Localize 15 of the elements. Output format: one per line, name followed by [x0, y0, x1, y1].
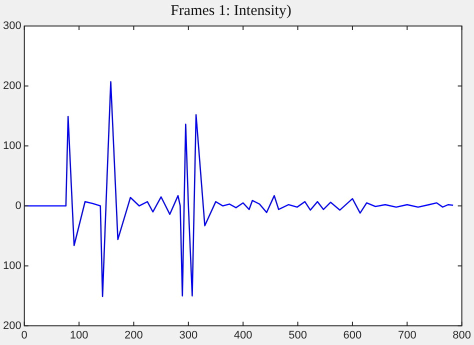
x-tick-label: 800	[452, 329, 472, 342]
y-tick-label: 0	[15, 200, 22, 212]
chart-title: Frames 1: Intensity)	[170, 2, 292, 19]
x-tick-label: 700	[398, 329, 416, 342]
x-tick-label: 600	[343, 329, 362, 342]
y-tick-label: 300	[2, 20, 22, 32]
x-tick-label: 400	[234, 329, 252, 342]
y-tick-label: 100	[2, 260, 22, 272]
y-tick-label: 200	[2, 320, 22, 332]
x-tick-label: 200	[124, 329, 143, 342]
x-tick-label: 300	[179, 329, 198, 342]
y-tick-label: 200	[2, 80, 22, 92]
x-tick-label: 500	[288, 329, 307, 342]
y-tick-label: 100	[2, 140, 22, 152]
x-tick-label: 100	[70, 329, 88, 342]
